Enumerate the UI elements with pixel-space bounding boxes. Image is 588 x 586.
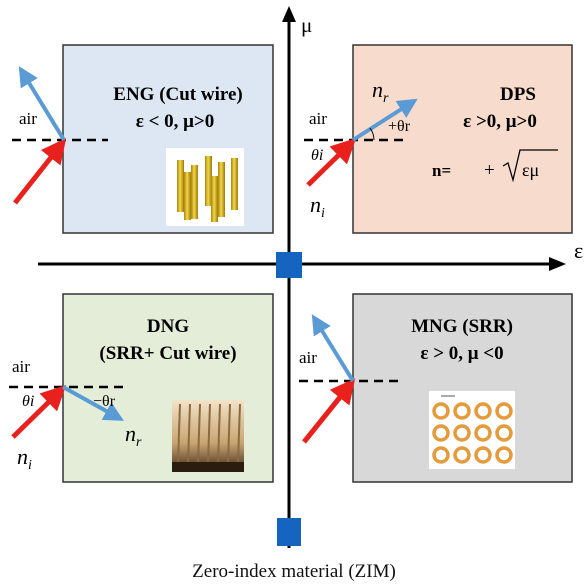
mu-axis-arrowhead — [282, 6, 296, 22]
dps-air-label: air — [309, 109, 327, 128]
dps-theta-r-arc — [369, 127, 375, 141]
dps-n-r-label: nr — [372, 77, 389, 106]
mu-axis-label: μ — [301, 13, 312, 37]
cut-wire-image — [166, 148, 244, 226]
zim-center-marker — [276, 252, 302, 278]
dng-incident-ray — [11, 385, 67, 439]
srr-cut-wire-image — [172, 400, 244, 472]
eng-refracted-ray — [18, 66, 66, 142]
dps-title: DPS — [500, 84, 536, 105]
dps-quadrant-box — [352, 44, 573, 234]
dps-theta-r-label: +θr — [388, 118, 411, 135]
dps-condition: ε >0, μ>0 — [463, 111, 537, 132]
eng-incident-ray — [13, 138, 67, 205]
dps-incident-ray — [306, 138, 357, 187]
eng-air-label: air — [19, 109, 37, 128]
diagram-caption: Zero-index material (ZIM) — [192, 561, 396, 582]
epsilon-axis-label: ε — [574, 238, 583, 263]
dps-index-formula-sign: + — [484, 160, 495, 181]
mng-title: MNG (SRR) — [411, 316, 513, 337]
eng-condition: ε < 0, μ>0 — [136, 111, 215, 132]
dps-sqrt-sign — [502, 149, 558, 183]
mng-condition: ε > 0, μ <0 — [420, 343, 503, 364]
zim-bottom-marker — [277, 518, 301, 546]
dps-index-formula-lhs: n= — [432, 161, 451, 180]
dps-theta-i-label: θi — [311, 147, 323, 164]
dng-n-r-label: nr — [125, 421, 142, 450]
dps-refracted-ray — [351, 98, 418, 142]
dng-title-line2: (SRR+ Cut wire) — [99, 343, 236, 364]
dng-title-line1: DNG — [147, 316, 189, 337]
dng-refracted-ray — [62, 385, 124, 421]
dps-n-i-label: ni — [310, 192, 325, 221]
dng-n-i-label: ni — [17, 444, 32, 473]
mng-refracted-ray — [311, 314, 355, 383]
mng-air-label: air — [299, 348, 317, 367]
epsilon-axis-arrowhead — [549, 257, 566, 271]
dng-theta-i-label: θi — [22, 393, 34, 410]
dng-theta-r-label: −θr — [93, 393, 116, 410]
eng-title: ENG (Cut wire) — [113, 84, 242, 105]
srr-ring-array-image — [429, 391, 515, 469]
dps-index-formula-root: εμ — [522, 160, 539, 180]
dng-air-label: air — [12, 357, 30, 376]
mng-incident-ray — [302, 378, 356, 444]
